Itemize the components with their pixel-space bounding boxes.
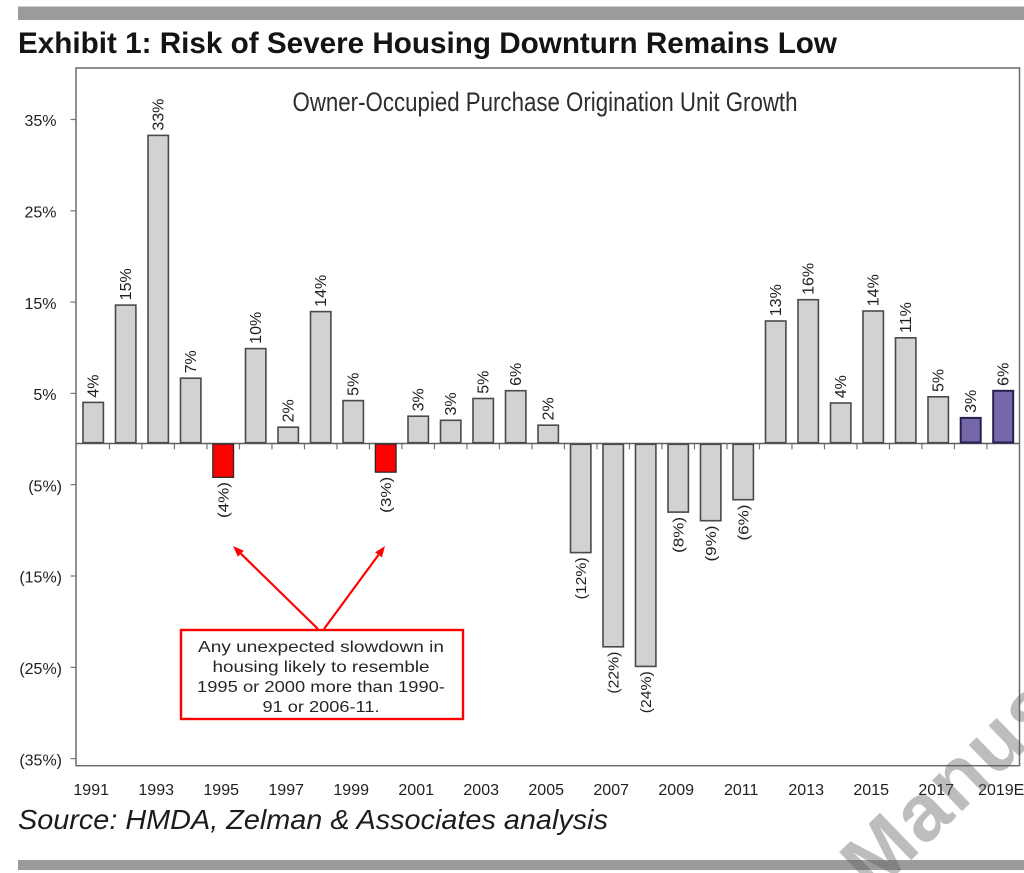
svg-text:(5%): (5%): [28, 478, 62, 495]
svg-text:3%: 3%: [443, 392, 460, 415]
svg-text:(3%): (3%): [378, 477, 395, 513]
svg-text:1997: 1997: [268, 782, 304, 799]
svg-text:5%: 5%: [476, 371, 493, 394]
svg-text:(22%): (22%): [606, 652, 623, 694]
svg-text:5%: 5%: [33, 387, 56, 404]
svg-text:(25%): (25%): [19, 661, 62, 678]
svg-text:2009: 2009: [658, 782, 694, 799]
svg-text:2015: 2015: [853, 782, 889, 799]
svg-text:housing likely to resemble: housing likely to resemble: [213, 659, 430, 676]
svg-text:2011: 2011: [724, 782, 759, 799]
svg-text:1999: 1999: [333, 782, 369, 799]
svg-text:Source: HMDA, Zelman & Associa: Source: HMDA, Zelman & Associates analys…: [18, 804, 608, 835]
svg-text:14%: 14%: [866, 274, 883, 306]
svg-text:33%: 33%: [151, 99, 168, 131]
svg-text:(4%): (4%): [216, 482, 233, 518]
svg-text:Any unexpected slowdown in: Any unexpected slowdown in: [198, 639, 444, 656]
svg-text:1995 or 2000 more than 1990-: 1995 or 2000 more than 1990-: [197, 679, 445, 696]
svg-text:(12%): (12%): [573, 557, 590, 599]
svg-text:Owner-Occupied Purchase Origin: Owner-Occupied Purchase Origination Unit…: [293, 87, 798, 117]
svg-text:15%: 15%: [24, 296, 56, 313]
svg-text:11%: 11%: [898, 302, 915, 333]
svg-text:3%: 3%: [963, 390, 980, 413]
svg-text:(8%): (8%): [671, 517, 688, 553]
svg-text:5%: 5%: [346, 373, 363, 396]
svg-text:2003: 2003: [463, 782, 499, 799]
svg-text:13%: 13%: [768, 284, 785, 316]
svg-text:4%: 4%: [86, 374, 103, 397]
svg-text:2001: 2001: [398, 782, 434, 799]
svg-text:1991: 1991: [73, 782, 109, 799]
svg-text:(15%): (15%): [19, 570, 62, 587]
svg-text:(35%): (35%): [19, 752, 62, 769]
svg-text:(9%): (9%): [703, 525, 720, 561]
svg-text:1995: 1995: [203, 782, 239, 799]
svg-text:5%: 5%: [931, 369, 948, 392]
svg-text:10%: 10%: [248, 312, 265, 344]
svg-text:2019E: 2019E: [978, 782, 1024, 799]
svg-text:(24%): (24%): [638, 671, 655, 713]
svg-text:2005: 2005: [528, 782, 564, 799]
svg-text:16%: 16%: [801, 263, 818, 295]
svg-text:6%: 6%: [508, 363, 525, 386]
svg-text:7%: 7%: [183, 350, 200, 373]
svg-text:2%: 2%: [541, 397, 558, 420]
svg-text:1993: 1993: [138, 782, 174, 799]
svg-text:35%: 35%: [24, 113, 56, 130]
svg-text:3%: 3%: [411, 388, 428, 411]
svg-text:14%: 14%: [313, 275, 330, 307]
svg-text:2007: 2007: [593, 782, 629, 799]
svg-text:2%: 2%: [281, 399, 298, 422]
svg-text:2017: 2017: [918, 782, 954, 799]
svg-text:2013: 2013: [788, 782, 824, 799]
svg-text:91 or 2006-11.: 91 or 2006-11.: [263, 699, 380, 716]
svg-text:4%: 4%: [833, 375, 850, 398]
svg-text:15%: 15%: [118, 268, 135, 300]
svg-text:25%: 25%: [24, 205, 56, 222]
svg-text:Exhibit 1: Risk of Severe Hous: Exhibit 1: Risk of Severe Housing Downtu…: [18, 27, 838, 60]
svg-text:6%: 6%: [996, 363, 1013, 386]
svg-text:(6%): (6%): [736, 504, 753, 540]
